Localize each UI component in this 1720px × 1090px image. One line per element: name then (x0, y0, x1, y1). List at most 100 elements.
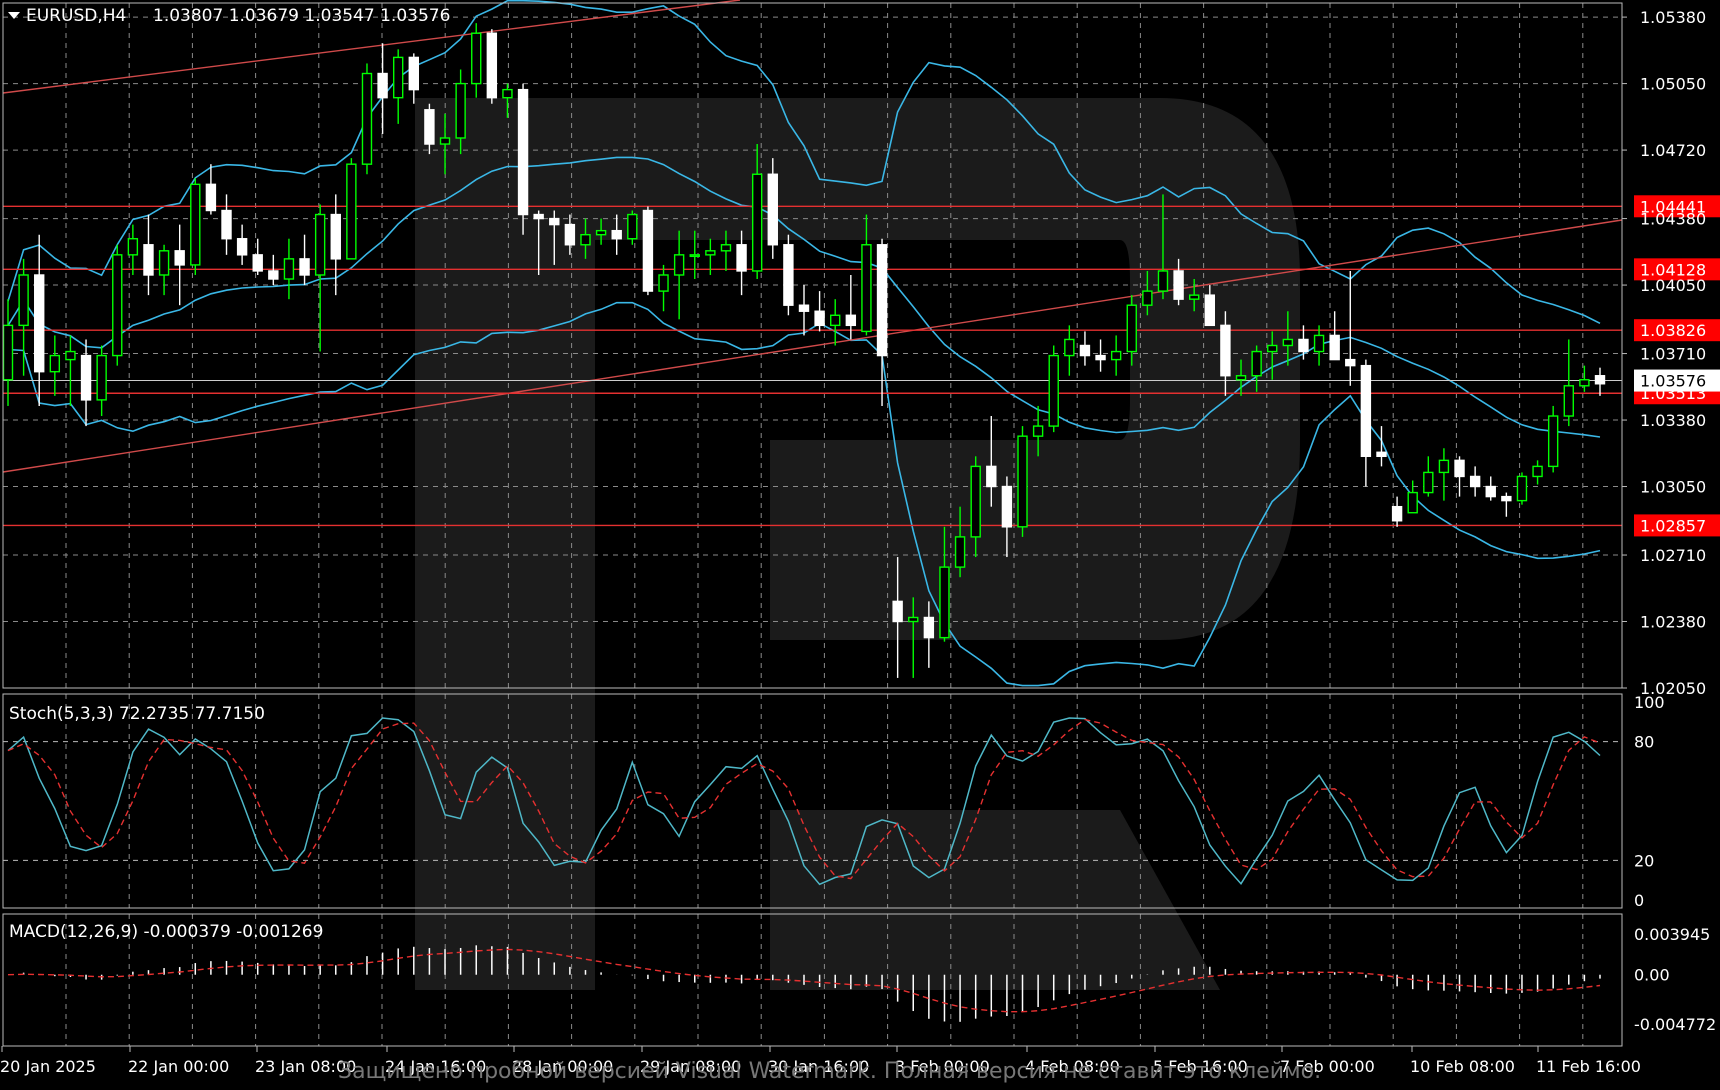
candle-body (830, 314, 841, 327)
candle-body (1251, 350, 1262, 377)
candle-body (1485, 485, 1496, 498)
candle-body (314, 213, 326, 276)
time-tick-label: 10 Feb 08:00 (1410, 1057, 1515, 1076)
candle-body (1407, 491, 1418, 514)
candle-body (502, 88, 513, 99)
candle-body (673, 254, 685, 276)
candle-body (1048, 354, 1059, 427)
level-badge-label: 1.03826 (1640, 321, 1706, 340)
candle-body (1376, 451, 1387, 458)
stoch-pane-frame (2, 693, 1623, 909)
price-tick-label: 1.04380 (1640, 210, 1706, 229)
time-tick-label: 30 Jan 16:00 (768, 1057, 869, 1076)
level-badge (1634, 195, 1720, 218)
time-tick-label: 7 Feb 00:00 (1280, 1057, 1375, 1076)
candle-body (1563, 385, 1574, 417)
time-tick-label: 22 Jan 00:00 (128, 1057, 229, 1076)
candle-body (455, 82, 466, 139)
macd-pane: 0.003945 0.00 -0.004772 (7, 925, 1716, 1034)
candle-body (970, 465, 981, 538)
candle-body (392, 56, 404, 99)
candle-body (330, 213, 341, 260)
candle-body (1095, 354, 1106, 361)
triangle-down-icon[interactable] (8, 12, 20, 19)
candle-body (112, 254, 123, 357)
candle-body (96, 354, 107, 401)
candle-body (1204, 294, 1216, 327)
candle-body (798, 304, 810, 312)
candle-body (1079, 344, 1091, 357)
candle-body (143, 244, 154, 276)
time-tick-label: 4 Feb 08:00 (1025, 1057, 1120, 1076)
time-tick-label: 20 Jan 2025 (0, 1057, 96, 1076)
stoch-axis-label: 20 (1634, 851, 1654, 870)
candle-body (1298, 338, 1309, 353)
candle-body (34, 274, 45, 373)
level-badge (1634, 319, 1720, 342)
price-tick-label: 1.05050 (1640, 75, 1706, 94)
candle-body (1516, 475, 1528, 502)
stoch-main-line (7, 717, 1601, 886)
candle-body (1110, 350, 1122, 361)
price-tick-label: 1.04720 (1640, 141, 1706, 160)
candle-body (205, 183, 217, 212)
level-badge (1634, 514, 1720, 537)
candle-body (18, 274, 29, 327)
candle-body (1064, 338, 1075, 357)
candle-body (1579, 379, 1590, 387)
candle-body (1188, 294, 1200, 300)
candle-body (236, 238, 248, 256)
candle-body (549, 217, 560, 226)
candle-body (221, 209, 232, 240)
candle-body (1547, 415, 1559, 468)
candle-body (1157, 270, 1169, 292)
candle-body (80, 354, 92, 401)
candle-body (471, 32, 482, 85)
candle-body (954, 536, 966, 568)
candle-body (174, 250, 185, 266)
candle-body (49, 354, 61, 373)
time-tick-label: 29 Jan 08:00 (640, 1057, 741, 1076)
candle-body (611, 229, 622, 240)
candle-body (1532, 465, 1543, 478)
candle-body (1360, 364, 1372, 458)
candle-body (361, 72, 373, 165)
stoch-signal-line (7, 718, 1601, 880)
candle-body (705, 250, 716, 256)
stoch-axis-label: 0 (1634, 891, 1644, 910)
candle-body (1438, 459, 1450, 474)
candle-body (767, 173, 778, 246)
current-price-label: 1.03576 (1640, 372, 1706, 391)
candle-body (1235, 375, 1247, 381)
macd-axis-label: -0.004772 (1634, 1015, 1716, 1034)
candle-body (892, 600, 903, 623)
macd-signal-line (7, 948, 1601, 1013)
stoch-axis-label: 80 (1634, 733, 1654, 752)
level-badge-label: 1.04128 (1640, 260, 1706, 279)
time-tick-label: 23 Jan 08:00 (255, 1057, 356, 1076)
candle-body (736, 244, 747, 272)
candle-body (424, 109, 435, 145)
candle-body (783, 244, 794, 306)
candle-body (845, 314, 857, 327)
symbol-label: EURUSD,H4 (26, 6, 126, 26)
level-badge (1634, 258, 1720, 281)
candle-body (408, 56, 420, 91)
candle-body (346, 163, 357, 260)
candle-body (861, 244, 872, 333)
macd-label: MACD(12,26,9) -0.000379 -0.001269 (9, 922, 323, 942)
stoch-axis-label: 100 (1634, 693, 1665, 712)
candle-body (1001, 485, 1013, 528)
candle-body (1126, 304, 1137, 353)
trendline-lower (2, 219, 1623, 473)
candle-body (1423, 471, 1434, 494)
candle-body (658, 274, 669, 292)
level-badge-label: 1.02857 (1640, 516, 1706, 535)
time-tick-label: 28 Jan 00:00 (512, 1057, 613, 1076)
candle-body (1032, 425, 1044, 437)
candle-body (377, 72, 388, 99)
candle-body (1501, 495, 1512, 502)
candle-body (299, 258, 310, 276)
candle-body (923, 616, 935, 639)
